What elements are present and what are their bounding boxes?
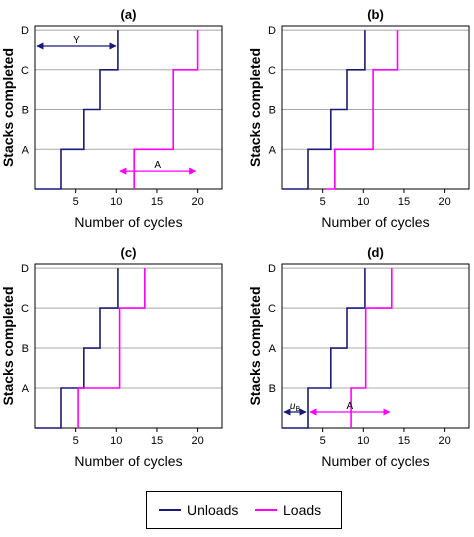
series-line-loads: [133, 30, 199, 189]
x-tick-label: 10: [110, 196, 122, 208]
panel-c: A B C D 5 10 15 20 (c) Number of cycles Stacks com…: [0, 245, 223, 469]
x-tick-label: 20: [191, 435, 203, 447]
x-tick-label: 5: [320, 435, 326, 447]
annotation-label: A: [347, 401, 354, 412]
y-tick-label: D: [268, 263, 276, 275]
series-line-unloads: [35, 30, 119, 190]
y-tick-label: D: [268, 25, 276, 37]
x-tick-label: 5: [73, 435, 79, 447]
x-axis-label: Number of cycles: [321, 453, 429, 469]
y-axis-label: Stacks completed: [0, 286, 16, 405]
panel-b: A B C D 5 10 15 20 (b) Number of cycles Stacks com…: [247, 7, 470, 230]
y-tick-label: C: [268, 65, 276, 77]
x-tick-label: 10: [357, 196, 369, 208]
series-line-loads: [350, 268, 393, 428]
plot-frame: [34, 263, 223, 429]
plot-frame: [34, 25, 223, 190]
annotation-label: Y: [73, 35, 80, 46]
x-tick-label: 10: [110, 435, 122, 447]
y-tick-label: A: [269, 343, 277, 355]
series-line-unloads: [35, 268, 119, 429]
y-axis-label: Stacks completed: [247, 286, 263, 405]
annotation-label: A: [154, 160, 161, 171]
y-axis-label: Stacks completed: [0, 48, 16, 167]
y-tick-label: C: [268, 303, 276, 315]
series-line-unloads: [282, 30, 366, 190]
legend-unloads-swatch: [159, 509, 181, 511]
x-tick-label: 10: [357, 435, 369, 447]
y-tick-label: B: [269, 105, 276, 117]
panel-title: (b): [367, 7, 384, 22]
x-tick-label: 5: [73, 196, 79, 208]
x-tick-label: 15: [398, 196, 410, 208]
y-axis-label: Stacks completed: [247, 48, 263, 167]
panel-title: (d): [367, 245, 384, 260]
legend-loads-label: Loads: [283, 502, 322, 518]
panel-title: (a): [121, 7, 137, 22]
x-axis-label: Number of cycles: [74, 453, 182, 469]
plot-frame: [281, 25, 470, 190]
y-tick-label: A: [22, 144, 30, 156]
y-tick-label: B: [269, 383, 276, 395]
x-axis-label: Number of cycles: [321, 214, 429, 230]
x-tick-label: 15: [398, 435, 410, 447]
y-tick-label: B: [22, 105, 29, 117]
plot-frame: [281, 263, 470, 429]
series-line-loads: [325, 30, 399, 190]
x-tick-label: 15: [151, 196, 163, 208]
series-line-loads: [77, 268, 146, 428]
legend-loads-swatch: [255, 509, 277, 511]
annotation-label: uB: [290, 401, 301, 413]
annotation-subscript: B: [295, 406, 300, 413]
y-tick-label: B: [22, 343, 29, 355]
x-tick-label: 20: [191, 196, 203, 208]
legend: Unloads Loads: [146, 491, 342, 529]
panel-a: A B C D 5 10 15 20 (a) Number of cycles Stacks com…: [0, 7, 223, 230]
y-tick-label: D: [21, 263, 29, 275]
y-tick-label: D: [21, 25, 29, 37]
x-tick-label: 15: [151, 435, 163, 447]
panel-title: (c): [121, 245, 137, 260]
y-tick-label: C: [21, 65, 29, 77]
x-tick-label: 20: [438, 196, 450, 208]
x-tick-label: 20: [438, 435, 450, 447]
series-line-unloads: [282, 268, 366, 429]
x-tick-label: 5: [320, 196, 326, 208]
y-tick-label: A: [269, 144, 277, 156]
legend-unloads-label: Unloads: [187, 502, 239, 518]
x-axis-label: Number of cycles: [74, 214, 182, 230]
y-tick-label: C: [21, 303, 29, 315]
panel-d: B A C D 5 10 15 20 (d) Number of cycles Stacks com…: [247, 245, 470, 469]
y-tick-label: A: [22, 383, 30, 395]
